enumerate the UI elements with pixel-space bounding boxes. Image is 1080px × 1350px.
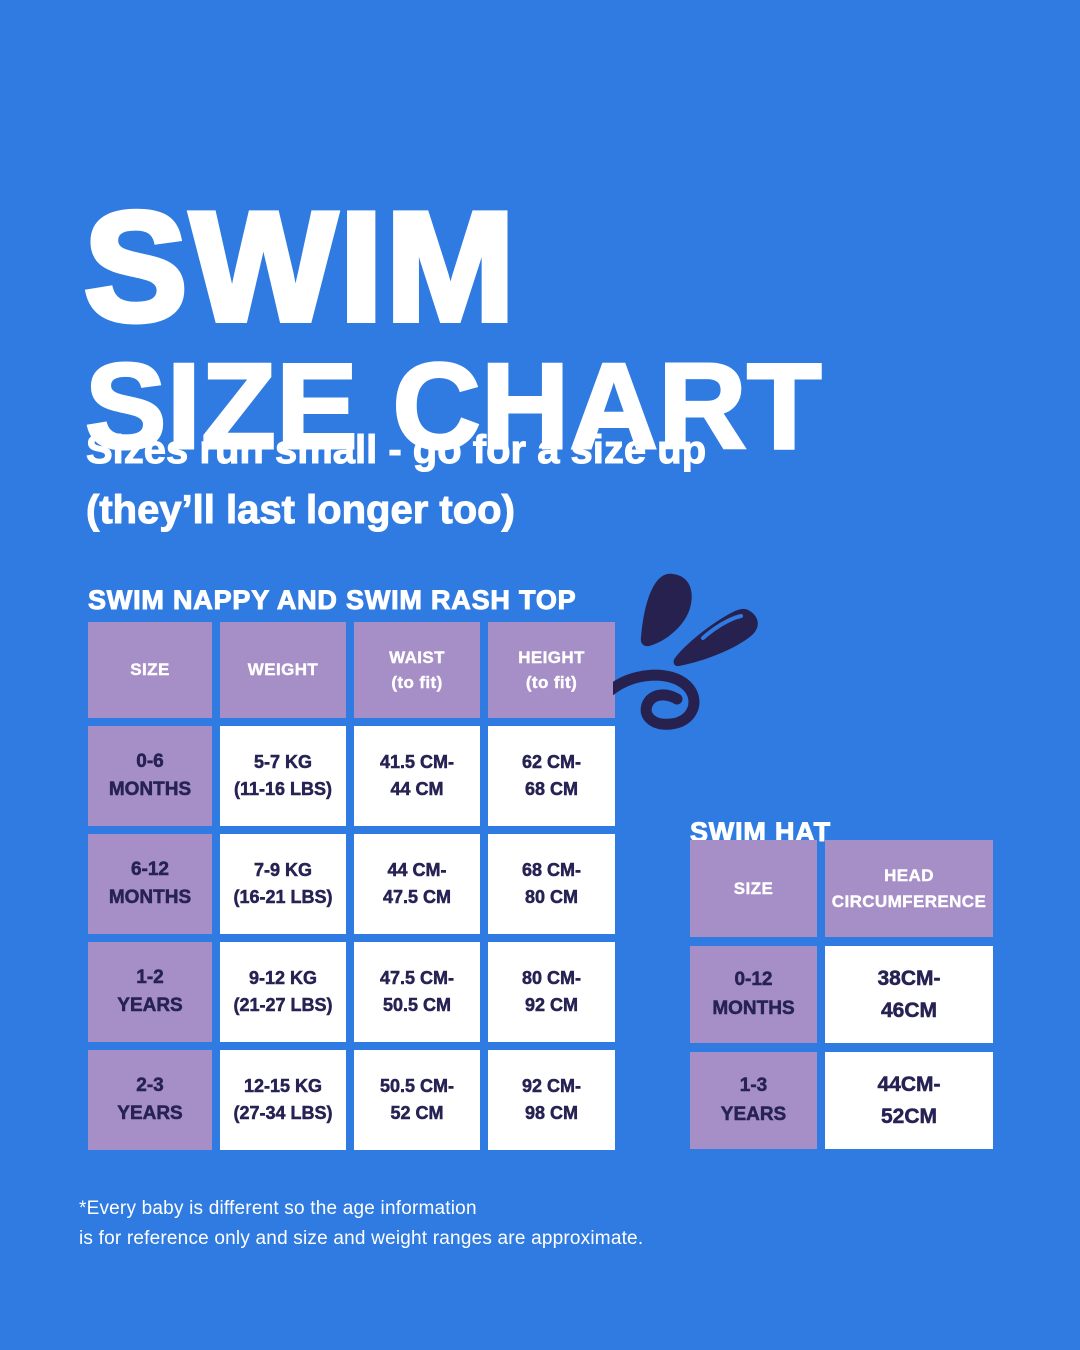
nappy-row-waist-cell: 47.5 CM- 50.5 CM bbox=[354, 942, 480, 1042]
subtitle: Sizes run small - go for a size up (they… bbox=[85, 428, 707, 533]
nappy-col-header-height: HEIGHT (to fit) bbox=[488, 622, 615, 718]
nappy-row-size-cell: 6-12 MONTHS bbox=[88, 834, 212, 934]
hat-row-size-cell: 0-12 MONTHS bbox=[690, 946, 817, 1043]
nappy-row-weight-cell: 12-15 KG (27-34 LBS) bbox=[220, 1050, 346, 1150]
nappy-row-size-cell: 0-6 MONTHS bbox=[88, 726, 212, 826]
hat-size-table: SIZE HEAD CIRCUMFERENCE 0-12 MONTHS 38CM… bbox=[690, 840, 993, 1149]
nappy-col-header-waist: WAIST (to fit) bbox=[354, 622, 480, 718]
hat-col-header-circumference: HEAD CIRCUMFERENCE bbox=[825, 840, 993, 937]
hat-col-header-size: SIZE bbox=[690, 840, 817, 937]
splash-loop bbox=[613, 669, 700, 730]
nappy-row-height-cell: 80 CM- 92 CM bbox=[488, 942, 615, 1042]
nappy-row-weight-cell: 5-7 KG (11-16 LBS) bbox=[220, 726, 346, 826]
footnote: *Every baby is different so the age info… bbox=[79, 1198, 644, 1250]
hat-row-circumference-cell: 38CM- 46CM bbox=[825, 946, 993, 1043]
splash-drop-right-slit bbox=[701, 614, 743, 640]
water-splash-icon bbox=[613, 573, 758, 730]
nappy-row-waist-cell: 41.5 CM- 44 CM bbox=[354, 726, 480, 826]
nappy-col-header-size: SIZE bbox=[88, 622, 212, 718]
nappy-row-size-cell: 1-2 YEARS bbox=[88, 942, 212, 1042]
nappy-row-size-cell: 2-3 YEARS bbox=[88, 1050, 212, 1150]
nappy-row-height-cell: 62 CM- 68 CM bbox=[488, 726, 615, 826]
nappy-row-weight-cell: 7-9 KG (16-21 LBS) bbox=[220, 834, 346, 934]
main-title-line2: SIZE CHART bbox=[84, 338, 824, 475]
hat-row-size-cell: 1-3 YEARS bbox=[690, 1052, 817, 1149]
hat-row-circumference-cell: 44CM- 52CM bbox=[825, 1052, 993, 1149]
nappy-row-waist-cell: 44 CM- 47.5 CM bbox=[354, 834, 480, 934]
nappy-row-height-cell: 92 CM- 98 CM bbox=[488, 1050, 615, 1150]
splash-drop-left bbox=[640, 573, 692, 647]
nappy-size-table: SIZE WEIGHT WAIST (to fit) HEIGHT (to fi… bbox=[88, 622, 615, 1150]
main-title: SWIM bbox=[81, 179, 518, 353]
nappy-table-heading: SWIM NAPPY AND SWIM RASH TOP bbox=[87, 585, 577, 615]
splash-drop-right bbox=[673, 608, 758, 667]
nappy-row-weight-cell: 9-12 KG (21-27 LBS) bbox=[220, 942, 346, 1042]
nappy-col-header-weight: WEIGHT bbox=[220, 622, 346, 718]
nappy-row-waist-cell: 50.5 CM- 52 CM bbox=[354, 1050, 480, 1150]
nappy-row-height-cell: 68 CM- 80 CM bbox=[488, 834, 615, 934]
